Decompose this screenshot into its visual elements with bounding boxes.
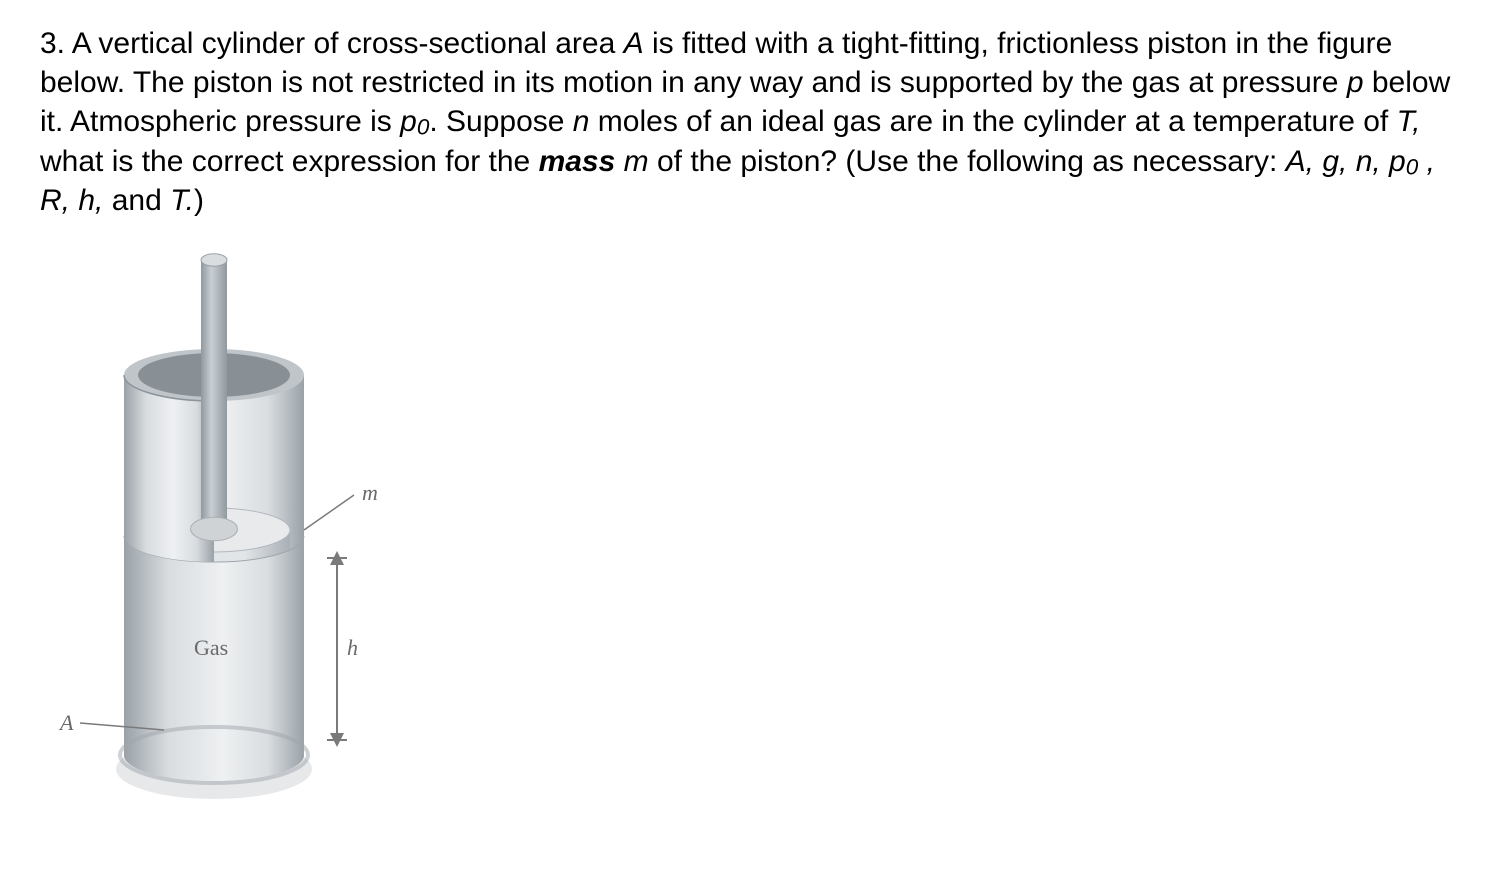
var-m: m (615, 145, 648, 178)
question-text: 3. A vertical cylinder of cross-sectiona… (40, 24, 1456, 220)
var-list-g: g, (1314, 145, 1347, 178)
qtext: of the piston? (Use the following as nec… (649, 145, 1286, 178)
var-p0-sub: 0 (417, 114, 430, 139)
and: and (103, 184, 170, 217)
var-p: p (1347, 66, 1364, 99)
var-list-R: R, (40, 184, 70, 217)
qtext: what is the correct expression for the (40, 145, 539, 178)
var-list-p0: p (1381, 145, 1406, 178)
piston-cylinder-figure: Gas m Ah (54, 240, 1456, 800)
qtext: moles of an ideal gas are in the cylinde… (589, 105, 1396, 138)
svg-text:h: h (347, 635, 358, 660)
var-list-n: n, (1347, 145, 1380, 178)
close-paren: ) (194, 184, 204, 217)
var-list-A: A, (1286, 145, 1314, 178)
svg-text:Gas: Gas (194, 635, 228, 660)
page: 3. A vertical cylinder of cross-sectiona… (0, 0, 1496, 824)
qtext: . Suppose (429, 105, 572, 138)
var-list-p0-sub: 0 (1406, 154, 1419, 179)
var-p0: p (400, 105, 417, 138)
var-T: T, (1397, 105, 1421, 138)
word-mass: mass (539, 145, 616, 178)
svg-text:A: A (58, 710, 74, 735)
qtext: A vertical cylinder of cross-sectional a… (72, 27, 624, 60)
var-list-h: h, (70, 184, 103, 217)
svg-text:m: m (362, 480, 378, 505)
var-A: A (624, 27, 644, 60)
var-list-T: T. (170, 184, 194, 217)
figure-container: Gas m Ah (54, 240, 1456, 800)
question-number: 3. (40, 27, 65, 60)
comma: , (1418, 145, 1435, 178)
var-n: n (573, 105, 590, 138)
